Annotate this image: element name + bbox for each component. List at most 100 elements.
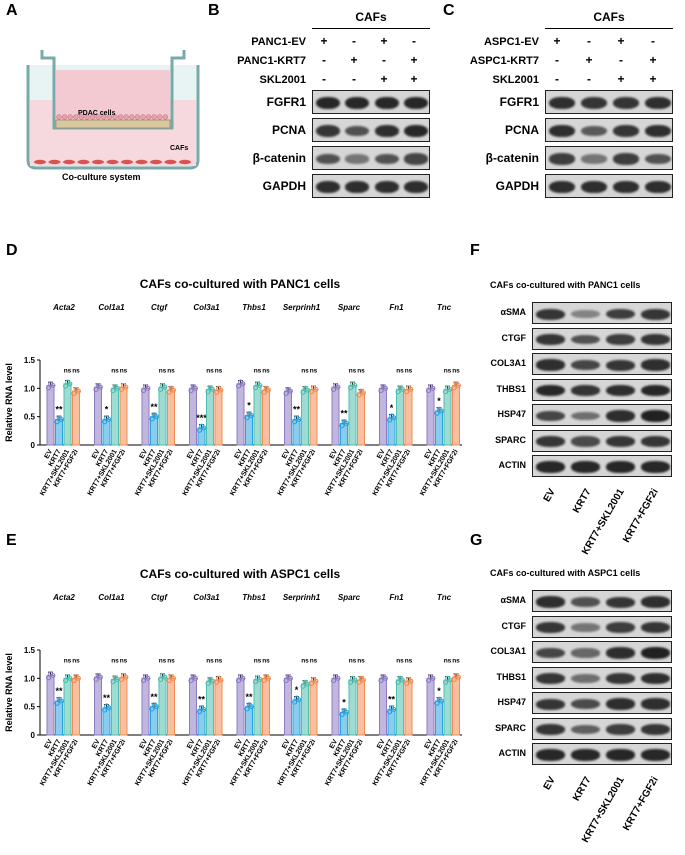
panel-label-d: D (6, 242, 18, 259)
gene-label: Serprinh1 (283, 303, 321, 312)
significance-label: ** (55, 686, 63, 696)
data-point (192, 385, 198, 391)
blot-band (606, 673, 635, 684)
condition-sign: + (410, 72, 418, 86)
caf-cell (164, 159, 177, 165)
y-tick-label: 1.5 (24, 646, 36, 655)
data-point (335, 384, 341, 390)
condition-sign: + (350, 53, 358, 67)
bar (452, 385, 460, 446)
bar (379, 387, 387, 446)
gene-label: Col3a1 (193, 593, 220, 602)
significance-label: ns (396, 657, 404, 664)
data-point (75, 388, 81, 394)
data-point (140, 678, 147, 684)
blot-band (580, 180, 608, 194)
bar (189, 677, 197, 736)
blot-band (606, 461, 635, 473)
condition-sign: + (410, 53, 418, 67)
protein-label: THBS1 (496, 671, 526, 682)
significance-label: ns (349, 367, 357, 374)
significance-label: * (437, 686, 441, 696)
condition-sign: + (320, 34, 328, 48)
significance-label: * (295, 685, 299, 695)
blot-band (536, 436, 565, 447)
condition-label: EV (423, 448, 434, 460)
y-tick-label: 1.0 (24, 384, 36, 393)
data-point (265, 675, 271, 681)
blot-band (571, 749, 600, 761)
caf-cell (121, 159, 133, 165)
data-point (438, 698, 444, 704)
data-point (201, 425, 207, 431)
bar (292, 699, 301, 736)
significance-label: ** (150, 402, 158, 412)
cafs-label: CAFs (170, 145, 189, 152)
header-cafs: CAFs (355, 10, 387, 24)
data-point (252, 679, 259, 685)
caf-cell (179, 159, 191, 165)
blot-strip (532, 743, 672, 765)
significance-label: ns (254, 367, 262, 374)
protein-label: HSP47 (497, 409, 526, 419)
blot-band (536, 596, 565, 608)
data-point (308, 389, 315, 395)
bar (46, 385, 55, 446)
significance-label: * (105, 405, 109, 415)
condition-sign: - (352, 72, 356, 86)
chart-title: CAFs co-cultured with PANC1 cells (140, 277, 341, 291)
significance-label: ns (405, 367, 413, 374)
data-point (248, 704, 254, 710)
protein-label: ACTIN (498, 748, 527, 758)
blot-band (374, 124, 399, 138)
data-point (145, 675, 151, 681)
significance-label: ns (206, 657, 214, 664)
bar (72, 390, 80, 446)
condition-sign: + (585, 53, 593, 67)
data-point (67, 675, 73, 681)
condition-sign: + (617, 72, 625, 86)
bar (262, 677, 270, 736)
blot-strip (532, 404, 672, 426)
blot-band (536, 749, 565, 761)
blot-band (404, 153, 429, 165)
panel-label-c: C (443, 2, 455, 19)
gene-label: Thbs1 (242, 303, 266, 312)
protein-label: HSP47 (497, 697, 526, 707)
gene-label: Sparc (338, 303, 361, 312)
bar (167, 677, 175, 736)
pdac-cell (129, 114, 135, 120)
blot-strip (532, 327, 672, 350)
pdac-cell (151, 114, 157, 120)
blot-band (548, 96, 576, 110)
data-point (93, 676, 99, 683)
data-point (123, 384, 129, 390)
data-point (166, 678, 172, 684)
protein-label: CTGF (501, 620, 527, 631)
lane-label: EV (541, 486, 558, 504)
data-point (391, 706, 397, 713)
gene-label: Ctgf (151, 303, 168, 312)
pdac-cell (106, 114, 113, 120)
significance-label: ** (245, 692, 253, 702)
blot-band (315, 180, 340, 194)
data-point (382, 675, 388, 681)
bar (206, 680, 214, 736)
data-point (118, 386, 125, 393)
blot-strip (532, 378, 672, 401)
data-point (205, 389, 211, 395)
data-point (244, 415, 250, 421)
caf-cell (77, 159, 90, 165)
condition-label: SKL2001 (259, 74, 306, 86)
bar (55, 700, 63, 736)
blot-band (571, 436, 600, 447)
bar (396, 679, 404, 736)
significance-label: ** (150, 692, 158, 702)
data-point (97, 674, 103, 680)
data-point (442, 679, 449, 685)
protein-label: β-catenin (485, 151, 539, 165)
blot-band (580, 125, 608, 137)
blot-band (374, 96, 399, 110)
data-point (62, 678, 69, 684)
y-tick-label: 1.0 (24, 674, 36, 683)
